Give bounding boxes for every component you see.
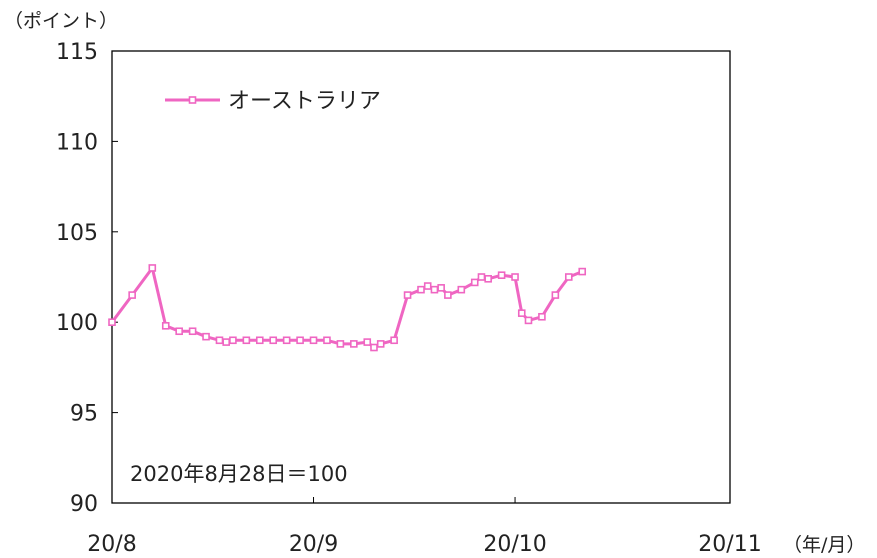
y-tick-label-115: 115 [56, 40, 98, 65]
series-0-point-0 [108, 318, 116, 327]
series-0 [108, 264, 587, 352]
series-0-point-34 [511, 273, 519, 281]
series-0-point-24 [417, 285, 425, 294]
x-tick-label-1: 20/9 [289, 532, 338, 557]
series-0-point-36 [524, 316, 533, 325]
series-0-point-11 [255, 336, 264, 345]
series-0-point-30 [470, 278, 479, 287]
series-0-point-31 [477, 273, 486, 281]
base-date-note: 2020年8月28日＝100 [130, 462, 348, 486]
y-tick-label-100: 100 [56, 311, 98, 336]
series-0-point-15 [309, 336, 318, 345]
series-0-point-21 [376, 340, 385, 348]
series-0-point-40 [578, 267, 587, 276]
y-axis-unit-label: （ポイント） [4, 10, 118, 32]
series-0-point-16 [323, 336, 331, 345]
y-tick-label-90: 90 [70, 492, 98, 517]
series-0-point-35 [517, 309, 526, 317]
series-0-point-19 [363, 338, 372, 346]
series-0-point-33 [497, 271, 506, 279]
x-tick-label-0: 20/8 [87, 532, 136, 557]
x-tick-label-3: 20/11 [698, 532, 761, 557]
series-0-point-26 [430, 285, 439, 294]
series-0-point-18 [350, 340, 358, 348]
series-0-point-3 [161, 322, 170, 330]
series-0-point-7 [215, 336, 224, 345]
series-0-point-17 [336, 340, 345, 348]
series-0-point-6 [202, 332, 210, 341]
x-tick-label-2: 20/10 [483, 532, 546, 557]
series-0-point-28 [444, 291, 452, 299]
y-tick-label-105: 105 [56, 221, 98, 246]
series-0-point-22 [390, 336, 398, 345]
series-0-point-27 [437, 284, 445, 292]
series-0-point-32 [484, 275, 492, 283]
series-0-point-2 [148, 264, 157, 272]
series-0-point-29 [457, 285, 466, 294]
series-0-point-4 [175, 327, 183, 336]
series-0-point-38 [551, 291, 560, 299]
series-0-point-13 [282, 336, 291, 345]
y-tick-label-95: 95 [70, 402, 98, 427]
series-0-point-25 [423, 282, 432, 290]
y-tick-label-110: 110 [56, 130, 98, 155]
series-0-point-14 [296, 336, 304, 345]
legend-marker-0 [188, 96, 197, 104]
legend-label-0: オーストラリア [228, 89, 381, 114]
x-axis-unit-label: （年/月） [783, 534, 865, 556]
series-0-point-37 [538, 312, 546, 321]
series-0-point-9 [229, 336, 237, 345]
series-0-point-10 [242, 336, 251, 345]
series-0-point-5 [188, 327, 197, 336]
series-0-point-39 [564, 273, 573, 281]
plot-area-frame [111, 50, 731, 504]
legend-entry-0: オーストラリア [165, 89, 381, 114]
series-0-point-12 [269, 336, 278, 345]
series-0-point-8 [222, 338, 230, 346]
series-0-point-20 [370, 343, 378, 352]
series-0-point-1 [128, 291, 136, 299]
series-0-point-23 [403, 291, 412, 299]
